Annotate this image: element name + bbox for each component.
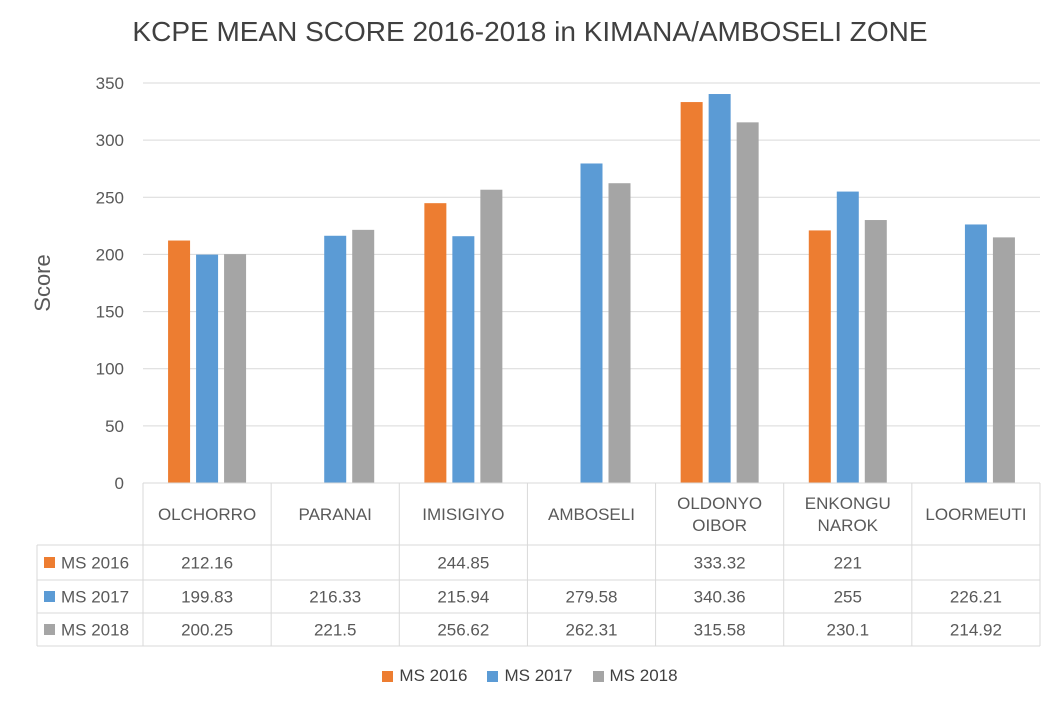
data-value: 244.85: [437, 554, 489, 573]
chart-title: KCPE MEAN SCORE 2016-2018 in KIMANA/AMBO…: [132, 16, 928, 47]
data-value: 226.21: [950, 588, 1002, 607]
legend-item: MS 2017: [487, 666, 573, 686]
row-legend-swatch: [44, 591, 55, 602]
row-legend-swatch: [44, 624, 55, 635]
y-axis: 0 50 100 150 200 250 300 350 Score: [30, 74, 124, 493]
data-value: 199.83: [181, 588, 233, 607]
bar-ms-2017: [964, 224, 987, 483]
data-value: 215.94: [437, 588, 489, 607]
data-value: 214.92: [950, 621, 1002, 640]
bar-ms-2017: [580, 163, 603, 484]
bar-ms-2017: [196, 254, 219, 483]
legend-item: MS 2018: [592, 666, 678, 686]
legend-swatch: [487, 670, 499, 682]
y-tick-label: 100: [96, 360, 124, 379]
category-label: IMISIGIYO: [422, 505, 504, 524]
bars: [168, 94, 1015, 484]
category-label: NAROK: [818, 516, 879, 535]
legend-item: MS 2016: [382, 666, 467, 686]
legend: MS 2016 MS 2017 MS 2018: [0, 666, 1050, 686]
data-value: 256.62: [437, 621, 489, 640]
legend-swatch: [382, 670, 394, 682]
category-label: OLDONYO: [677, 494, 762, 513]
bar-ms-2018: [864, 220, 887, 483]
bar-ms-2016: [808, 230, 831, 483]
data-value: 230.1: [827, 621, 870, 640]
bar-ms-2017: [324, 235, 347, 483]
category-label: PARANAI: [299, 505, 372, 524]
category-label: OLCHORRO: [158, 505, 256, 524]
y-tick-label: 250: [96, 188, 124, 207]
bar-ms-2018: [352, 229, 375, 483]
bar-ms-2017: [708, 94, 731, 483]
row-header: MS 2018: [61, 621, 129, 640]
y-axis-label: Score: [30, 254, 55, 311]
data-value: 212.16: [181, 554, 233, 573]
bar-ms-2016: [168, 240, 191, 483]
y-tick-label: 50: [105, 417, 124, 436]
bar-ms-2016: [424, 203, 447, 483]
data-value: 221.5: [314, 621, 357, 640]
y-tick-label: 200: [96, 245, 124, 264]
y-tick-label: 350: [96, 74, 124, 93]
bar-ms-2017: [836, 191, 859, 484]
bar-ms-2018: [992, 237, 1015, 483]
legend-label: MS 2017: [504, 666, 573, 685]
data-table: OLCHORRO PARANAI IMISIGIYO AMBOSELI OLDONYO O…: [36, 482, 1041, 647]
bar-ms-2016: [680, 102, 703, 483]
data-value: 200.25: [181, 621, 233, 640]
y-tick-label: 0: [115, 474, 124, 493]
category-label: ENKONGU: [805, 494, 891, 513]
legend-label: MS 2018: [609, 666, 678, 685]
y-tick-label: 150: [96, 303, 124, 322]
data-value: 255: [834, 588, 862, 607]
bar-ms-2018: [736, 122, 759, 483]
row-header: MS 2016: [61, 554, 129, 573]
legend-label: MS 2016: [399, 666, 468, 685]
row-legend-swatch: [44, 557, 55, 568]
row-header: MS 2017: [61, 588, 129, 607]
data-value: 221: [834, 554, 862, 573]
y-tick-label: 300: [96, 131, 124, 150]
category-label: AMBOSELI: [548, 505, 635, 524]
data-value: 340.36: [694, 588, 746, 607]
data-value: 315.58: [694, 621, 746, 640]
legend-swatch: [592, 670, 604, 682]
bar-ms-2018: [224, 254, 247, 483]
data-value: 262.31: [566, 621, 618, 640]
data-value: 333.32: [694, 554, 746, 573]
bar-ms-2018: [608, 183, 631, 483]
data-value: 216.33: [309, 588, 361, 607]
category-label: LOORMEUTI: [925, 505, 1026, 524]
data-value: 279.58: [566, 588, 618, 607]
bar-ms-2018: [480, 189, 503, 483]
bar-ms-2017: [452, 236, 475, 483]
category-label: OIBOR: [692, 516, 747, 535]
